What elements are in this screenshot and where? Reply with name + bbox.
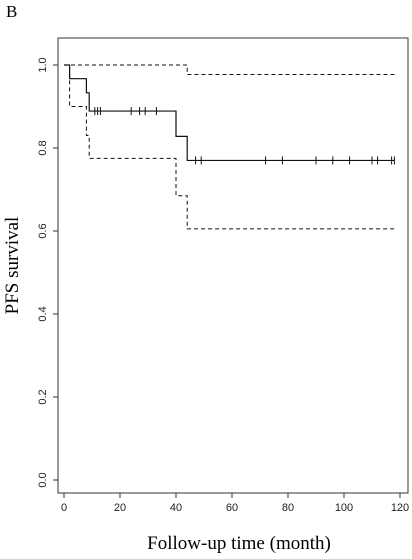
y-tick-label: 0.2 — [37, 389, 49, 404]
x-axis: 0 20 40 60 80 100 120 — [61, 493, 409, 514]
y-tick-label: 1.0 — [37, 57, 49, 72]
x-tick-label: 100 — [335, 502, 353, 514]
upper-bound-line — [64, 64, 395, 76]
y-axis: 0.0 0.2 0.4 0.6 0.8 1.0 — [37, 57, 58, 488]
plot-frame — [57, 37, 409, 494]
y-axis-title: PFS survival — [2, 217, 23, 315]
x-tick-label: 40 — [170, 502, 182, 514]
estimate-line — [64, 64, 395, 162]
y-tick-label: 0.6 — [37, 223, 49, 238]
y-tick-label: 0.4 — [37, 306, 49, 321]
series-layer — [64, 64, 395, 230]
y-tick-label: 0.0 — [37, 472, 49, 487]
panel-label: B — [6, 2, 18, 21]
y-tick-label: 0.8 — [37, 140, 49, 155]
lower-bound-line — [64, 64, 395, 230]
x-tick-label: 80 — [282, 502, 294, 514]
x-tick-label: 60 — [226, 502, 238, 514]
x-tick-label: 20 — [114, 502, 126, 514]
x-tick-label: 0 — [61, 502, 67, 514]
x-tick-label: 120 — [391, 502, 409, 514]
x-axis-title: Follow-up time (month) — [147, 533, 331, 554]
censor-marks — [94, 107, 395, 165]
